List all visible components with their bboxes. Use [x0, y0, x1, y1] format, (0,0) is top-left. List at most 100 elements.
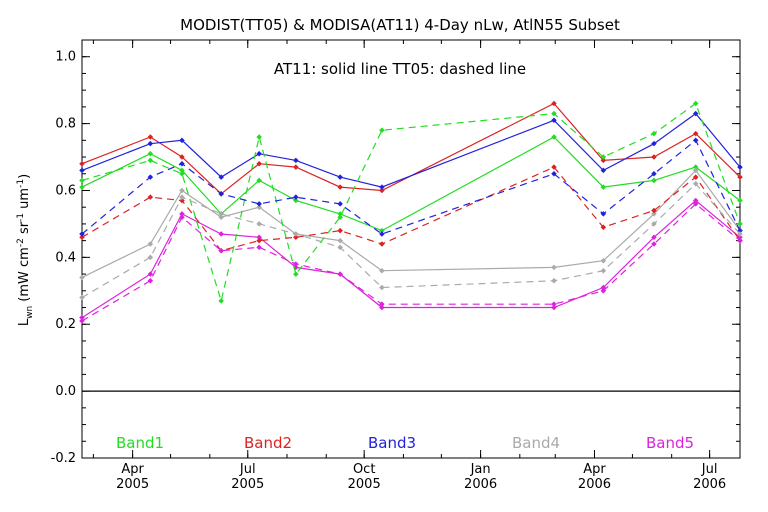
data-point-band4-solid: [600, 257, 607, 264]
data-point-band3-solid: [379, 184, 385, 190]
x-tick-month-label: Apr: [583, 462, 606, 477]
legend-entry-band5: Band5: [646, 434, 694, 452]
data-point-band4-dashed: [79, 294, 85, 301]
data-point-band3-dashed: [600, 211, 607, 217]
data-point-band4-dashed: [737, 231, 743, 237]
data-point-band4-dashed: [379, 284, 385, 291]
data-point-band1-dashed: [337, 214, 343, 220]
data-point-band1-solid: [600, 184, 607, 190]
data-point-band2-dashed: [256, 237, 262, 244]
data-point-band3-solid: [337, 174, 343, 180]
data-point-band4-dashed: [692, 181, 699, 187]
data-point-band3-solid: [218, 174, 224, 180]
series-band1-dashed: [79, 100, 743, 304]
data-point-band2-solid: [147, 134, 154, 140]
data-point-band4-dashed: [179, 194, 185, 200]
legend-entry-band1: Band1: [116, 434, 164, 452]
legend: Band1 Band2 Band3 Band4 Band5: [116, 434, 694, 452]
data-point-band5-solid: [218, 231, 224, 237]
data-point-band3-dashed: [337, 201, 343, 207]
data-point-band5-dashed: [651, 241, 657, 247]
x-tick-month-label: Jul: [239, 462, 256, 477]
data-point-band4-dashed: [256, 221, 262, 227]
series-band4-dashed: [79, 181, 743, 301]
data-point-band5-dashed: [256, 244, 262, 251]
data-point-band4-solid: [337, 237, 343, 244]
data-point-band2-dashed: [337, 227, 343, 234]
data-point-band3-dashed: [551, 170, 557, 177]
data-point-band5-dashed: [692, 201, 699, 207]
data-point-band5-solid: [379, 304, 385, 311]
data-point-band2-dashed: [147, 194, 154, 200]
data-point-band4-dashed: [337, 244, 343, 251]
series-line-band5-dashed: [81, 203, 741, 322]
data-point-band4-dashed: [293, 231, 299, 237]
y-tick-label: -0.2: [51, 451, 76, 466]
x-tick-month-label: Apr: [121, 462, 144, 477]
legend-entry-band4: Band4: [512, 434, 560, 452]
data-point-band3-solid: [651, 140, 657, 147]
data-point-band1-dashed: [651, 130, 657, 137]
data-point-band5-dashed: [600, 288, 607, 294]
data-series: [79, 100, 743, 324]
ylabel-subscript: wn: [25, 306, 35, 319]
ylabel-sup-2: -1: [16, 213, 26, 222]
data-point-band4-dashed: [551, 278, 557, 284]
data-point-band2-dashed: [551, 164, 557, 170]
data-point-band4-dashed: [600, 267, 607, 274]
legend-entry-band2: Band2: [244, 434, 292, 452]
series-band5-dashed: [79, 201, 743, 324]
data-point-band1-dashed: [692, 100, 699, 107]
data-point-band4-solid: [218, 214, 224, 220]
data-point-band4-solid: [256, 204, 262, 210]
line-style-annotation: AT11: solid line TT05: dashed line: [274, 60, 526, 78]
data-point-band3-dashed: [293, 194, 299, 200]
data-point-band1-dashed: [293, 271, 299, 277]
plot-area-frame: [81, 39, 741, 459]
data-point-band1-solid: [147, 150, 154, 157]
data-point-band5-solid: [147, 271, 154, 277]
data-point-band3-dashed: [147, 174, 154, 180]
x-tick-year-label: 2005: [116, 477, 149, 492]
x-tick-year-label: 2006: [693, 477, 726, 492]
ylabel-sup-3: -1: [16, 179, 26, 188]
data-point-band2-dashed: [692, 174, 699, 180]
data-point-band3-dashed: [218, 191, 224, 197]
data-point-band3-solid: [256, 150, 262, 157]
data-point-band1-dashed: [179, 170, 185, 177]
y-axis-label: Lwn (mW cm-2 sr-1 um-1): [16, 174, 35, 326]
data-point-band4-solid: [692, 167, 699, 174]
data-point-band5-dashed: [147, 278, 154, 284]
data-point-band3-dashed: [79, 231, 85, 237]
y-tick-label: 0.6: [55, 183, 76, 198]
data-point-band3-dashed: [692, 137, 699, 144]
data-point-band2-solid: [293, 164, 299, 170]
data-point-band5-dashed: [218, 247, 224, 254]
svg-text:Lwn (mW cm-2 sr-1 um-1): Lwn (mW cm-2 sr-1 um-1): [16, 174, 35, 326]
data-point-band3-solid: [692, 110, 699, 117]
data-point-band1-solid: [551, 134, 557, 140]
data-point-band5-dashed: [337, 271, 343, 277]
data-point-band2-solid: [692, 130, 699, 137]
x-tick-year-label: 2006: [464, 477, 497, 492]
x-axis: Apr2005Jul2005Oct2005Jan2006Apr2006Jul20…: [92, 40, 726, 492]
data-point-band1-dashed: [551, 110, 557, 117]
data-point-band2-dashed: [651, 207, 657, 214]
ylabel-units-c: um: [17, 188, 32, 213]
data-point-band1-solid: [293, 197, 299, 204]
data-point-band2-solid: [379, 187, 385, 194]
data-point-band3-solid: [79, 167, 85, 174]
data-point-band1-solid: [256, 177, 262, 184]
data-point-band5-solid: [651, 234, 657, 241]
data-point-band3-solid: [600, 167, 607, 174]
data-point-band2-dashed: [600, 224, 607, 231]
ylabel-units-d: ): [17, 174, 32, 179]
data-point-band5-dashed: [737, 237, 743, 244]
data-point-band1-solid: [651, 177, 657, 184]
data-point-band5-dashed: [179, 214, 185, 220]
data-point-band3-dashed: [179, 160, 185, 167]
data-point-band4-dashed: [651, 221, 657, 227]
data-point-band2-dashed: [79, 234, 85, 241]
ylabel-units-b: sr: [17, 221, 32, 238]
